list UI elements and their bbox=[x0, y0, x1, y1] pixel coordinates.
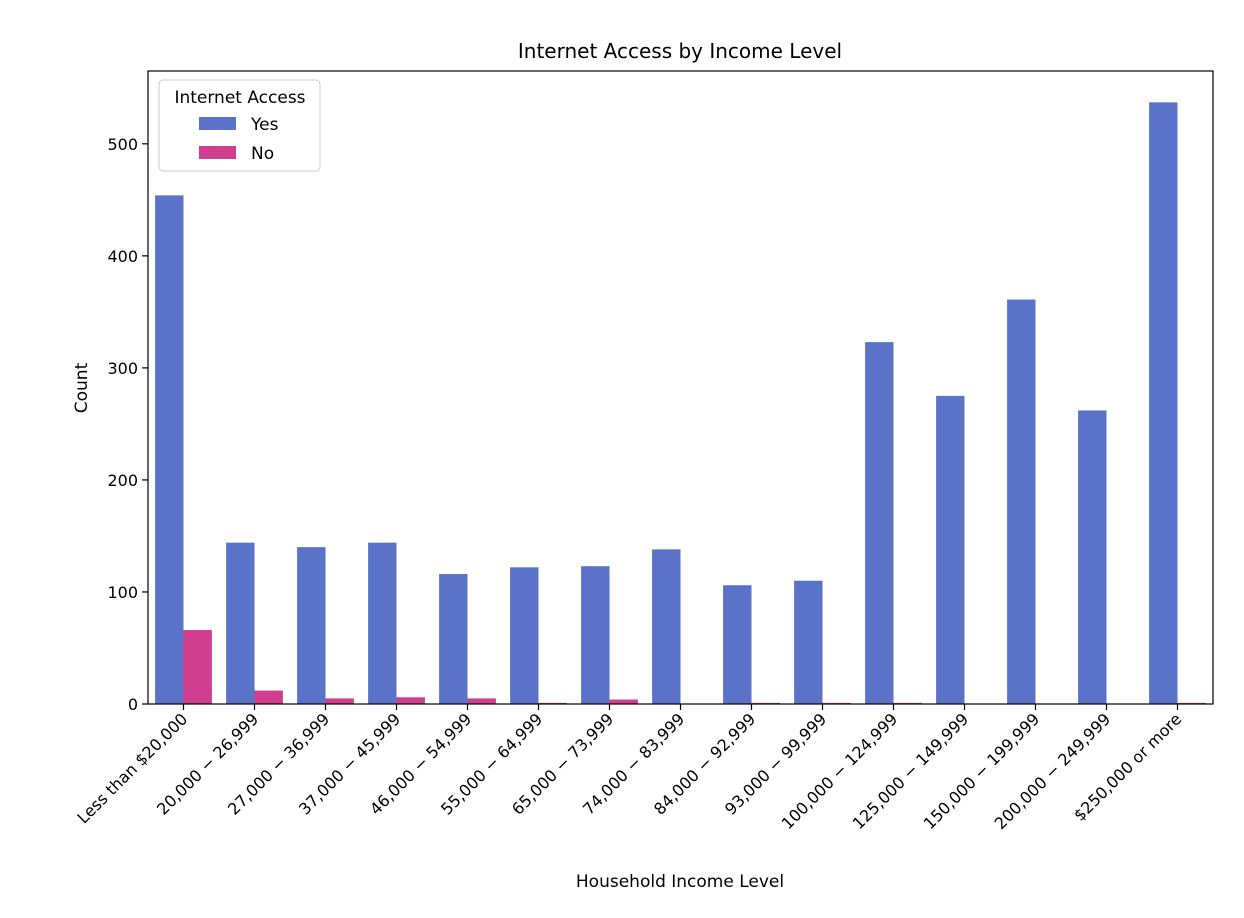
y-tick-label: 100 bbox=[107, 583, 138, 602]
y-tick-label: 400 bbox=[107, 247, 138, 266]
legend-swatch-yes bbox=[199, 117, 236, 130]
bar-no-4 bbox=[396, 697, 425, 704]
y-tick-label: 500 bbox=[107, 135, 138, 154]
bar-yes-9 bbox=[723, 585, 752, 704]
y-tick-label: 200 bbox=[107, 471, 138, 490]
bar-yes-2 bbox=[226, 542, 255, 704]
bar-yes-10 bbox=[794, 580, 823, 704]
bar-no-2 bbox=[254, 690, 283, 704]
bars-layer bbox=[155, 102, 1206, 705]
bar-no-1 bbox=[183, 630, 212, 704]
y-axis: 0 100 200 300 400 500 bbox=[107, 135, 148, 714]
x-tick-label: 150,000 − 199,999 bbox=[920, 709, 1044, 833]
bar-yes-13 bbox=[1007, 299, 1036, 704]
legend-swatch-no bbox=[199, 146, 236, 159]
bar-yes-15 bbox=[1149, 102, 1178, 705]
x-axis-label: Household Income Level bbox=[576, 872, 784, 892]
legend-label-no: No bbox=[251, 144, 274, 164]
y-axis-label: Count bbox=[72, 362, 92, 413]
y-tick-label: 300 bbox=[107, 359, 138, 378]
x-tick-label: 200,000 − 249,999 bbox=[991, 709, 1115, 833]
bar-no-5 bbox=[467, 698, 496, 704]
bar-yes-4 bbox=[368, 542, 397, 704]
x-tick-label: 100,000 − 124,999 bbox=[778, 709, 902, 833]
chart-title: Internet Access by Income Level bbox=[518, 39, 842, 63]
bar-yes-8 bbox=[652, 549, 681, 704]
bar-no-7 bbox=[609, 699, 638, 704]
legend-entries: Yes No bbox=[199, 115, 279, 164]
bar-yes-11 bbox=[865, 342, 894, 704]
bar-yes-1 bbox=[155, 195, 184, 705]
x-tick-label: 125,000 − 149,999 bbox=[849, 709, 973, 833]
bar-yes-6 bbox=[510, 567, 539, 704]
legend: Internet Access Yes No bbox=[158, 79, 321, 172]
bar-yes-7 bbox=[581, 566, 610, 704]
bar-yes-12 bbox=[936, 395, 965, 704]
bar-no-3 bbox=[325, 698, 354, 704]
bar-yes-14 bbox=[1078, 410, 1107, 704]
bar-yes-3 bbox=[297, 547, 326, 704]
legend-title: Internet Access bbox=[174, 88, 305, 108]
bar-yes-5 bbox=[439, 574, 468, 704]
y-tick-label: 0 bbox=[128, 695, 138, 714]
legend-label-yes: Yes bbox=[250, 115, 279, 135]
